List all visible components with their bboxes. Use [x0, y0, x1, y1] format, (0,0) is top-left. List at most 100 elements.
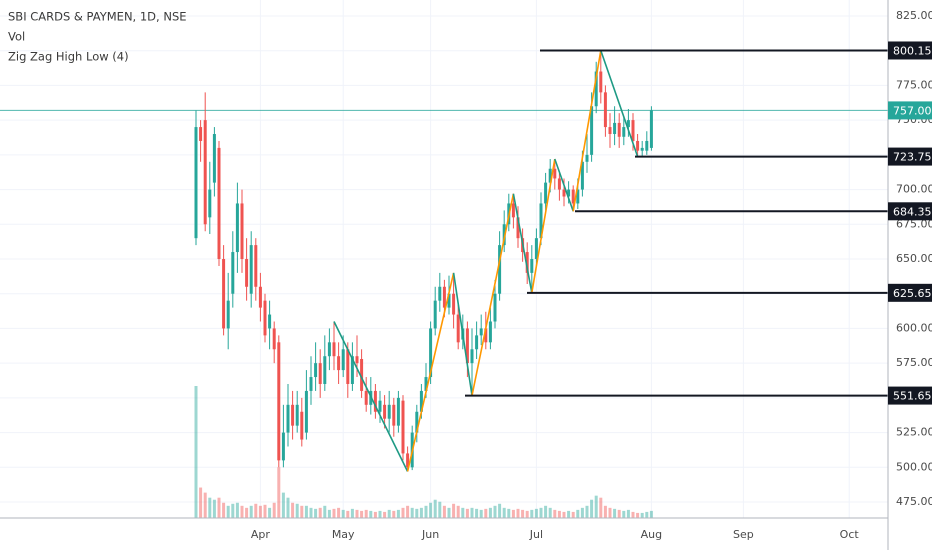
x-tick-label: Jun	[421, 528, 439, 541]
candle-body	[254, 245, 258, 287]
volume-bar	[571, 511, 575, 518]
volume-bar	[291, 502, 295, 518]
candle-body	[484, 328, 488, 343]
candle-body	[548, 168, 552, 183]
candle-body	[594, 71, 598, 107]
zigzag-segment	[600, 50, 639, 157]
volume-bar	[649, 510, 653, 518]
volume-bar	[645, 511, 649, 518]
zigzag-segment	[452, 272, 473, 396]
candle-body	[268, 314, 272, 329]
candle-body	[626, 120, 630, 128]
candle-body	[373, 390, 377, 412]
candle-body	[217, 147, 221, 259]
volume-bar	[249, 505, 253, 518]
candle-body	[327, 342, 331, 357]
volume-bar	[245, 507, 249, 518]
volume-bar	[406, 505, 410, 518]
volume-bar	[585, 505, 589, 518]
candle-body	[442, 286, 446, 308]
level-label-box	[888, 386, 932, 405]
candle-body	[493, 293, 497, 322]
candle-body	[286, 404, 290, 433]
candle-body	[613, 122, 617, 135]
volume-bar	[521, 509, 525, 518]
y-tick-label: 775.00	[896, 78, 932, 91]
volume-bar	[387, 509, 391, 518]
candle-body	[608, 127, 612, 135]
volume-bar	[318, 507, 322, 518]
candle-body	[622, 127, 626, 137]
candles-layer	[0, 49, 888, 472]
candle-body	[488, 321, 492, 343]
volume-bar	[281, 492, 285, 518]
volume-bar	[548, 507, 552, 518]
candle-body	[525, 252, 529, 273]
candle-body	[337, 356, 341, 371]
volume-bar	[562, 511, 566, 518]
candle-body	[576, 189, 580, 204]
candle-body	[263, 300, 267, 336]
volume-bar	[484, 508, 488, 518]
x-tick-label: Oct	[840, 528, 860, 541]
volume-bar	[327, 509, 331, 518]
zigzag-legend: Zig Zag High Low (4)	[8, 50, 129, 64]
volume-bar	[539, 507, 543, 518]
candle-body	[360, 358, 364, 391]
candle-body	[245, 259, 249, 287]
candle-body	[258, 286, 262, 308]
level-label: 551.65	[893, 390, 932, 403]
candle-body	[277, 342, 281, 461]
candle-body	[383, 404, 387, 419]
volume-bar	[631, 511, 635, 518]
volume-bar	[226, 505, 230, 518]
candle-body	[585, 154, 589, 162]
volume-bar	[346, 510, 350, 518]
level-label-box	[888, 147, 932, 166]
volume-bar	[507, 508, 511, 518]
volume-bar	[544, 505, 548, 518]
candle-body	[240, 203, 244, 259]
volume-bar	[194, 386, 198, 518]
candle-body	[553, 168, 557, 179]
y-tick-label: 600.00	[896, 321, 932, 334]
volume-bar	[429, 502, 433, 518]
volume-bar	[470, 507, 474, 518]
volume-bar	[364, 509, 368, 518]
candle-body	[429, 328, 433, 378]
candle-body	[603, 92, 607, 128]
level-label: 723.75	[893, 151, 932, 164]
volume-bar	[603, 505, 607, 518]
candle-body	[534, 238, 538, 259]
volume-bar	[502, 507, 506, 518]
volume-bar	[314, 508, 318, 518]
candle-body	[599, 71, 603, 93]
candle-body	[355, 356, 359, 364]
candle-body	[203, 120, 207, 225]
candle-body	[447, 293, 451, 308]
volume-bar	[567, 510, 571, 518]
volume-bar	[475, 508, 479, 518]
volume-bar	[355, 509, 359, 518]
candle-body	[419, 390, 423, 412]
volume-legend: Vol	[8, 30, 25, 44]
volume-bar	[622, 510, 626, 518]
level-label-box	[888, 41, 932, 60]
candle-body	[631, 120, 635, 141]
candle-body	[433, 300, 437, 329]
y-tick-label: 525.00	[896, 426, 932, 439]
volume-bar	[258, 505, 262, 518]
volume-bar	[212, 499, 216, 518]
candle-body	[226, 300, 230, 329]
chart-title: SBI CARDS & PAYMEN, 1D, NSE	[8, 10, 187, 24]
volume-bar	[530, 509, 534, 518]
volume-bar	[410, 507, 414, 518]
candle-body	[318, 363, 322, 384]
candle-body	[323, 356, 327, 384]
volume-bar	[268, 507, 272, 518]
volume-bar	[479, 509, 483, 518]
level-label: 684.35	[893, 205, 932, 218]
